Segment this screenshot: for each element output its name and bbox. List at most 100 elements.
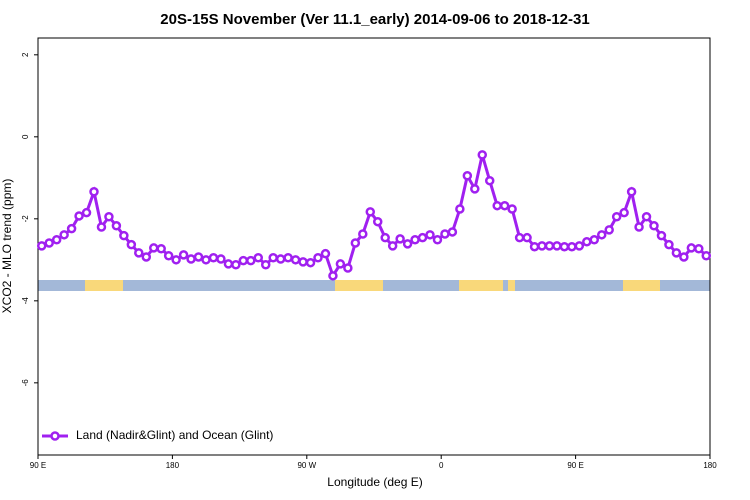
data-point	[567, 241, 577, 252]
series-line	[41, 154, 708, 280]
data-point	[186, 254, 196, 264]
data-point	[111, 221, 122, 231]
data-point	[238, 255, 249, 266]
data-point	[604, 225, 614, 235]
data-point	[313, 253, 323, 263]
data-point	[634, 222, 644, 232]
data-point	[305, 257, 316, 268]
plot-frame	[37, 37, 711, 456]
data-point	[410, 234, 420, 245]
data-point	[104, 212, 114, 222]
data-point	[477, 150, 488, 160]
x-tick-label: 180	[703, 461, 717, 470]
x-tick-label: 90 E	[567, 461, 583, 470]
data-point	[701, 250, 712, 261]
data-point	[387, 241, 398, 251]
data-point	[343, 263, 353, 273]
data-point	[529, 241, 540, 252]
data-point	[402, 239, 413, 249]
data-point	[44, 238, 54, 248]
land-strip	[508, 280, 515, 291]
data-point	[201, 255, 211, 265]
data-point	[350, 238, 361, 248]
data-point	[231, 259, 241, 270]
data-point	[298, 257, 308, 267]
land-strip	[459, 280, 503, 291]
data-point	[574, 241, 585, 251]
data-point	[664, 239, 674, 250]
data-point	[656, 230, 667, 241]
x-tick-label: 90 E	[30, 461, 46, 470]
data-point	[141, 252, 152, 262]
data-point	[335, 259, 346, 269]
x-axis-label: Longitude (deg E)	[327, 475, 422, 489]
data-point	[499, 200, 510, 211]
x-tick-label: 90 W	[297, 461, 316, 470]
data-point	[686, 243, 697, 253]
data-point	[596, 230, 607, 240]
data-point	[96, 222, 107, 232]
legend-label: Land (Nadir&Glint) and Ocean (Glint)	[76, 428, 273, 442]
data-point	[582, 237, 592, 247]
data-point	[119, 230, 129, 241]
data-point	[417, 232, 428, 243]
data-point	[365, 207, 376, 217]
data-point	[223, 259, 234, 269]
data-point	[559, 241, 570, 252]
y-axis-label: XCO2 - MLO trend (ppm)	[0, 179, 14, 314]
data-point	[126, 239, 137, 250]
data-point	[544, 241, 555, 251]
x-tick-label: 0	[439, 461, 444, 470]
data-point	[372, 216, 383, 227]
data-point	[290, 255, 301, 265]
data-point	[440, 229, 450, 239]
data-point	[679, 252, 689, 262]
data-point	[193, 252, 204, 262]
data-point	[253, 253, 264, 263]
data-point	[380, 232, 390, 243]
land-strip	[335, 280, 383, 291]
data-point	[171, 255, 181, 265]
data-point	[260, 259, 271, 270]
data-point	[163, 250, 174, 261]
data-point	[275, 254, 286, 264]
data-point	[208, 253, 219, 263]
data-point	[470, 184, 480, 194]
y-tick-label: -2	[21, 215, 30, 223]
data-point	[283, 253, 293, 263]
data-point	[246, 255, 256, 266]
data-point	[328, 271, 338, 281]
data-point	[626, 187, 637, 197]
data-point	[178, 250, 189, 260]
y-tick-label: 0	[21, 134, 30, 139]
data-point	[59, 230, 69, 240]
data-point	[268, 253, 278, 263]
data-point	[484, 175, 495, 186]
data-point	[611, 212, 622, 222]
data-point	[492, 200, 502, 211]
data-point	[66, 223, 77, 234]
chart-title: 20S-15S November (Ver 11.1_early) 2014-0…	[160, 11, 589, 28]
x-tick-label: 180	[166, 461, 180, 470]
data-point	[447, 227, 458, 237]
data-point	[671, 248, 682, 258]
data-point	[462, 171, 473, 181]
y-tick-label: 2	[21, 52, 30, 57]
data-point	[507, 204, 517, 214]
y-tick-label: -6	[21, 379, 30, 387]
data-point	[74, 211, 84, 221]
data-point	[395, 234, 405, 244]
data-point	[694, 244, 704, 254]
data-point	[156, 244, 166, 254]
data-point	[589, 234, 600, 245]
data-point	[514, 232, 525, 243]
data-point	[641, 212, 652, 222]
data-point	[320, 248, 331, 259]
legend-marker	[50, 431, 60, 441]
data-point	[537, 241, 547, 251]
data-point	[89, 187, 99, 197]
data-point	[134, 248, 144, 258]
y-tick-label: -4	[21, 297, 30, 305]
land-strip	[623, 280, 660, 291]
data-point	[522, 232, 532, 243]
